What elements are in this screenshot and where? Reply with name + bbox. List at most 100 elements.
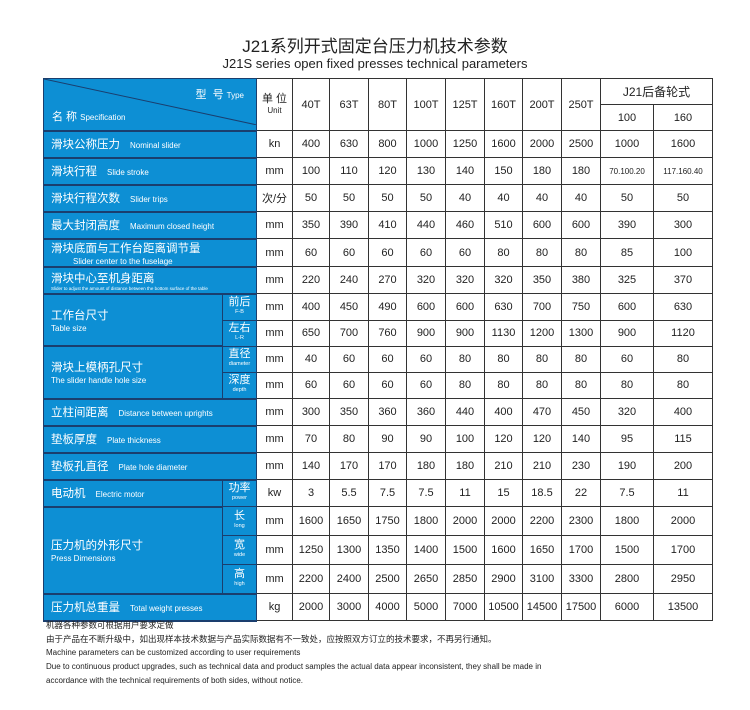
- value-cell: 390: [600, 211, 654, 239]
- value-cell: 80: [653, 345, 713, 373]
- unit-cell: mm: [256, 238, 293, 267]
- sub-label-en: high: [234, 580, 245, 587]
- type-label-en: Type: [226, 91, 244, 100]
- model-250T: 250T: [561, 78, 601, 131]
- value-cell: 40: [561, 184, 601, 212]
- row-label: 垫板孔直径 Plate hole diameter: [43, 451, 257, 481]
- value-cell: 80: [484, 371, 523, 399]
- value-cell: 50: [406, 184, 446, 212]
- row-label-cn: 垫板厚度: [51, 434, 97, 446]
- value-cell: 1600: [292, 506, 330, 536]
- value-cell: 320: [445, 266, 485, 294]
- value-cell: 510: [484, 211, 523, 239]
- row-label: 滑块中心至机身距离 Slider to adjust the amount of …: [43, 265, 257, 295]
- table-row: 立柱间距离 Distance between uprights mm 300 350 36…: [43, 397, 713, 427]
- value-cell: 1300: [561, 319, 601, 347]
- unit-cell: mm: [256, 211, 293, 239]
- value-cell: 200: [653, 452, 713, 480]
- unit-cell: mm: [256, 425, 293, 453]
- value-cell: 11: [653, 479, 713, 507]
- value-cell: 400: [292, 293, 330, 321]
- value-cell: 760: [368, 319, 407, 347]
- table-row: 电动机 Electric motor 功率 power kw 3 5.5 7.5 7.5 11 15…: [43, 478, 713, 508]
- row-label-en: Slide stroke: [107, 168, 149, 177]
- sub-label: 功率 power: [222, 479, 257, 507]
- value-cell: 80: [600, 371, 654, 399]
- value-cell: 2000: [653, 506, 713, 536]
- value-cell: 460: [445, 211, 485, 239]
- value-cell: 400: [653, 398, 713, 426]
- unit-cell: mm: [256, 506, 293, 536]
- footnotes: 机器各种参数可根据用户要求定做 由于产品在不断升级中，如出现样本技术数据与产品实…: [46, 618, 541, 688]
- unit-cell: mm: [256, 319, 293, 347]
- table-row: 滑块行程次数 Slider trips 次/分 50 50 50 50 40 40 40 40 50 5…: [43, 183, 713, 213]
- backup-model-160: 160: [653, 104, 713, 131]
- value-cell: 440: [406, 211, 446, 239]
- row-label: 滑块公称压力 Nominal slider: [43, 129, 257, 159]
- sub-label-cn: 左右: [228, 322, 251, 334]
- value-cell: 5000: [406, 593, 446, 621]
- row-label-cn: 滑块行程次数: [51, 193, 120, 205]
- row-label-cn: 工作台尺寸: [51, 309, 109, 322]
- row-label-cn: 滑块上模柄孔尺寸: [51, 362, 143, 375]
- value-cell: 80: [484, 345, 523, 373]
- sub-label: 直径 diameter: [222, 345, 257, 373]
- value-cell: 1200: [522, 319, 562, 347]
- value-cell: 80: [561, 371, 601, 399]
- value-cell: 50: [292, 184, 330, 212]
- value-cell: 2000: [522, 130, 562, 158]
- table-row: 滑块底面与工作台距离调节量 Slider center to the fusela…: [43, 237, 713, 268]
- row-label: 垫板厚度 Plate thickness: [43, 424, 257, 454]
- value-cell: 40: [292, 345, 330, 373]
- row-label: 电动机 Electric motor: [43, 478, 223, 508]
- row-label: 滑块行程 Slide stroke: [43, 156, 257, 186]
- value-cell: 1700: [561, 535, 601, 565]
- row-label-cn: 压力机总重量: [51, 602, 120, 614]
- value-cell: 60: [406, 345, 446, 373]
- value-cell: 100: [292, 157, 330, 185]
- value-cell: 380: [561, 266, 601, 294]
- value-cell: 7000: [445, 593, 485, 621]
- value-cell: 3300: [561, 564, 601, 594]
- table-row: 滑块上模柄孔尺寸 The slider handle hole size 直径 dia…: [43, 345, 713, 400]
- value-cell: 390: [329, 211, 369, 239]
- value-cell: 10500: [484, 593, 523, 621]
- value-cell: 490: [368, 293, 407, 321]
- spec-label-cn: 名 称: [52, 110, 78, 123]
- sub-label: 深度 depth: [222, 371, 257, 399]
- table-row: 工作台尺寸 Table size 前后 F-B mm 400 450 490 600 600 630…: [43, 292, 713, 347]
- sub-label-cn: 前后: [228, 296, 251, 308]
- value-cell: 80: [445, 371, 485, 399]
- value-cell: 1350: [368, 535, 407, 565]
- value-cell: 120: [522, 425, 562, 453]
- value-cell: 440: [445, 398, 485, 426]
- unit-cell: mm: [256, 157, 293, 185]
- unit-cell: mm: [256, 371, 293, 399]
- unit-cell: mm: [256, 398, 293, 426]
- sub-label-cn: 直径: [228, 348, 251, 360]
- value-cell: 400: [292, 130, 330, 158]
- value-cell: 900: [600, 319, 654, 347]
- value-cell: 110: [329, 157, 369, 185]
- sub-label-cn: 长: [234, 510, 245, 522]
- spec-table: 型 号 Type 名 称 Specification 单 位 Unit 40T 6…: [43, 78, 713, 622]
- value-cell: 400: [484, 398, 523, 426]
- table-row: 左右 L-R mm 650 700 760 900 900 1130 1200 1300 900 112…: [44, 319, 713, 347]
- sub-label: 宽 wide: [222, 535, 257, 565]
- value-cell: 2000: [292, 593, 330, 621]
- value-cell: 2000: [445, 506, 485, 536]
- table-row: 垫板厚度 Plate thickness mm 70 80 90 90 100 120 120 14…: [43, 424, 713, 454]
- sub-label-en: power: [232, 495, 247, 502]
- value-cell: 150: [484, 157, 523, 185]
- value-cell: 7.5: [368, 479, 407, 507]
- value-cell: 2200: [522, 506, 562, 536]
- row-label: 压力机总重量 Total weight presses: [43, 592, 257, 622]
- value-cell: 2000: [484, 506, 523, 536]
- unit-cn: 单 位: [261, 92, 288, 105]
- row-label-en: Total weight presses: [130, 604, 203, 613]
- value-cell: 120: [368, 157, 407, 185]
- value-cell: 22: [561, 479, 601, 507]
- table-row: 深度 depth mm 60 60 60 60 80 80 80 80 80 80: [44, 371, 713, 399]
- value-cell: 360: [406, 398, 446, 426]
- sub-label: 左右 L-R: [222, 319, 257, 347]
